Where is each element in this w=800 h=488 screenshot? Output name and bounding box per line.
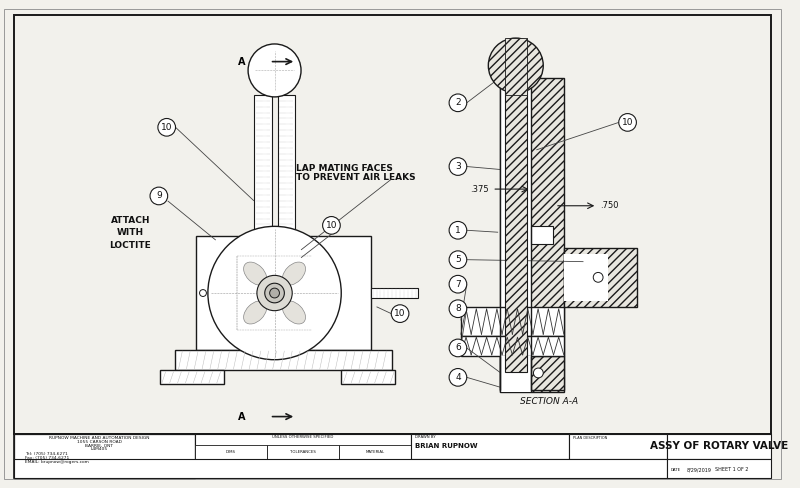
Bar	[500, 356, 531, 390]
Text: L4M405: L4M405	[90, 447, 108, 451]
Circle shape	[488, 38, 543, 93]
Bar	[461, 336, 564, 356]
Text: 2: 2	[455, 98, 461, 107]
Text: 3: 3	[455, 162, 461, 171]
Bar	[278, 95, 295, 240]
Text: 8/29/2019: 8/29/2019	[686, 467, 711, 472]
Text: Tel: (705) 734-6271: Tel: (705) 734-6271	[26, 452, 68, 456]
Bar	[14, 459, 666, 478]
Text: DRAWN BY: DRAWN BY	[414, 435, 435, 439]
Bar	[666, 459, 770, 478]
Circle shape	[449, 158, 466, 175]
Text: DIMS: DIMS	[226, 450, 236, 454]
Text: 1: 1	[455, 226, 461, 235]
Text: 9: 9	[156, 191, 162, 201]
Text: SHEET 1 OF 2: SHEET 1 OF 2	[715, 467, 748, 472]
Text: BARRIE, ONT: BARRIE, ONT	[85, 444, 113, 447]
Bar	[195, 445, 267, 459]
Text: 1055 CARSON ROAD: 1055 CARSON ROAD	[77, 440, 122, 444]
Bar	[342, 370, 395, 384]
Bar	[160, 370, 223, 384]
Text: TO PREVENT AIR LEAKS: TO PREVENT AIR LEAKS	[296, 173, 416, 183]
Text: Fax: (705) 734-6271: Fax: (705) 734-6271	[26, 456, 70, 460]
Circle shape	[594, 272, 603, 282]
Ellipse shape	[244, 262, 266, 285]
Circle shape	[150, 187, 168, 205]
Text: EMAIL: brupnow@rogers.com: EMAIL: brupnow@rogers.com	[26, 460, 90, 464]
Text: RUPNOW MACHINE AND AUTOMATION DESIGN: RUPNOW MACHINE AND AUTOMATION DESIGN	[49, 436, 150, 440]
Circle shape	[449, 275, 466, 293]
Text: TOLERANCES: TOLERANCES	[290, 450, 316, 454]
Text: 8: 8	[455, 304, 461, 313]
Text: 10: 10	[622, 118, 634, 127]
Bar	[14, 15, 770, 434]
Bar	[505, 38, 526, 95]
Bar	[14, 434, 195, 478]
Circle shape	[449, 300, 466, 318]
Circle shape	[449, 251, 466, 268]
Text: 7: 7	[455, 280, 461, 289]
Circle shape	[158, 119, 175, 136]
Ellipse shape	[244, 301, 266, 324]
Bar	[267, 445, 339, 459]
Circle shape	[449, 94, 466, 112]
Circle shape	[199, 289, 206, 297]
Bar	[14, 434, 770, 478]
Text: .375: .375	[470, 184, 488, 194]
Circle shape	[208, 226, 342, 360]
Text: 6: 6	[455, 344, 461, 352]
Bar	[500, 78, 564, 392]
Bar	[196, 236, 370, 350]
Circle shape	[391, 305, 409, 323]
Text: 4: 4	[455, 373, 461, 382]
Bar	[531, 226, 553, 244]
Text: BRIAN RUPNOW: BRIAN RUPNOW	[414, 443, 478, 449]
Bar	[411, 434, 569, 459]
Bar	[461, 307, 564, 336]
Bar	[500, 78, 531, 392]
Text: A: A	[238, 57, 245, 66]
Text: DATE: DATE	[670, 468, 681, 471]
Circle shape	[322, 217, 340, 234]
Text: 5: 5	[455, 255, 461, 264]
Text: SECTION A-A: SECTION A-A	[520, 397, 578, 406]
Bar	[564, 248, 638, 307]
Bar	[370, 288, 418, 298]
Bar	[339, 445, 411, 459]
Text: 10: 10	[161, 123, 173, 132]
Bar	[254, 95, 272, 240]
Ellipse shape	[282, 262, 306, 285]
Text: ASSY OF ROTARY VALVE: ASSY OF ROTARY VALVE	[650, 442, 788, 451]
Circle shape	[449, 222, 466, 239]
Text: PLAN DESCRIPTION: PLAN DESCRIPTION	[573, 436, 607, 440]
Bar	[500, 356, 564, 390]
Bar	[666, 434, 770, 459]
Bar	[569, 434, 666, 459]
Text: UNLESS OTHERWISE SPECIFIED: UNLESS OTHERWISE SPECIFIED	[272, 435, 334, 439]
Text: A: A	[238, 411, 245, 422]
Text: 10: 10	[394, 309, 406, 318]
Circle shape	[248, 44, 301, 97]
Ellipse shape	[282, 301, 306, 324]
Bar	[505, 78, 526, 372]
Circle shape	[265, 283, 284, 303]
Bar	[564, 254, 608, 301]
Text: LAP MATING FACES: LAP MATING FACES	[296, 163, 393, 173]
Text: ATTACH
WITH
LOCTITE: ATTACH WITH LOCTITE	[110, 216, 151, 249]
Bar	[174, 350, 392, 370]
Circle shape	[270, 288, 279, 298]
Circle shape	[449, 339, 466, 357]
Text: MATERIAL: MATERIAL	[366, 450, 385, 454]
Bar	[195, 434, 411, 459]
Circle shape	[257, 275, 292, 311]
Text: 10: 10	[326, 221, 337, 230]
Text: .750: .750	[600, 201, 618, 210]
Circle shape	[449, 368, 466, 386]
Circle shape	[618, 114, 636, 131]
Circle shape	[534, 368, 543, 378]
